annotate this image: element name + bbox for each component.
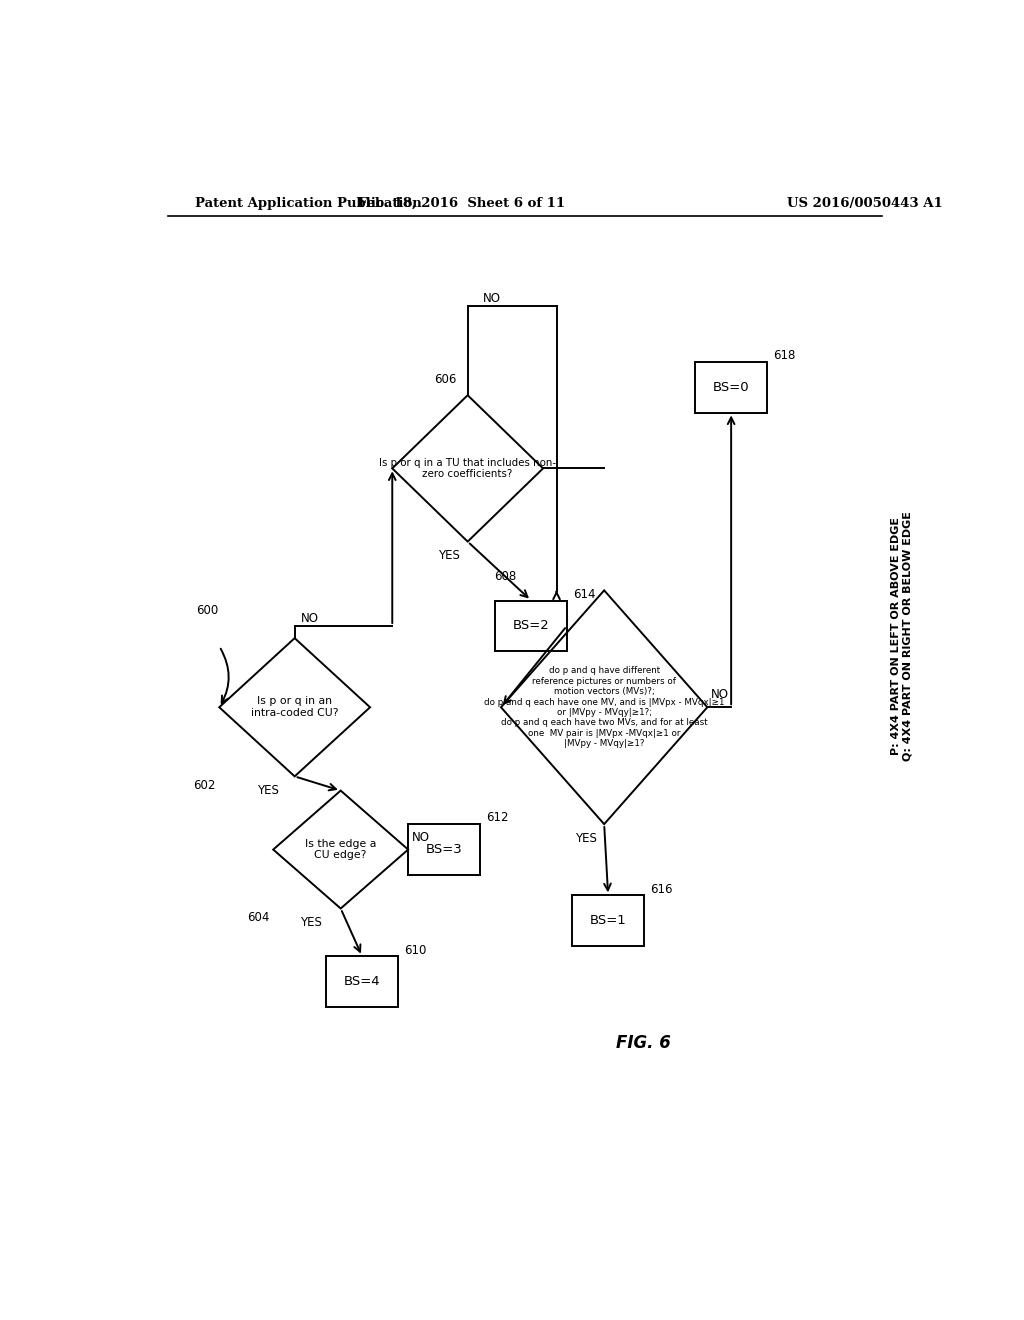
Text: Is p or q in a TU that includes non-
zero coefficients?: Is p or q in a TU that includes non- zer…: [379, 458, 556, 479]
Text: 602: 602: [193, 779, 215, 792]
Text: 618: 618: [773, 348, 796, 362]
Text: 608: 608: [495, 570, 516, 583]
Text: 614: 614: [573, 587, 596, 601]
Text: BS=2: BS=2: [513, 619, 550, 632]
Text: Feb. 18, 2016  Sheet 6 of 11: Feb. 18, 2016 Sheet 6 of 11: [357, 197, 565, 210]
Text: BS=0: BS=0: [713, 380, 750, 393]
Text: 604: 604: [247, 911, 269, 924]
Text: Is the edge a
CU edge?: Is the edge a CU edge?: [305, 838, 377, 861]
Text: FIG. 6: FIG. 6: [616, 1034, 672, 1052]
Text: YES: YES: [574, 832, 597, 845]
Text: 610: 610: [404, 944, 426, 957]
Text: YES: YES: [438, 549, 460, 562]
Text: BS=4: BS=4: [344, 975, 381, 989]
Text: 616: 616: [650, 883, 673, 896]
Text: NO: NO: [301, 611, 318, 624]
Text: US 2016/0050443 A1: US 2016/0050443 A1: [786, 197, 942, 210]
Text: 606: 606: [433, 374, 456, 387]
Text: BS=3: BS=3: [426, 843, 462, 857]
Text: 612: 612: [485, 812, 508, 825]
Text: NO: NO: [412, 830, 430, 843]
Text: NO: NO: [712, 689, 729, 701]
Text: 600: 600: [197, 605, 218, 618]
Text: P: 4X4 PART ON LEFT OR ABOVE EDGE
Q: 4X4 PART ON RIGHT OR BELOW EDGE: P: 4X4 PART ON LEFT OR ABOVE EDGE Q: 4X4…: [891, 511, 912, 762]
Text: BS=1: BS=1: [590, 915, 627, 927]
Text: NO: NO: [483, 292, 501, 305]
Bar: [695, 362, 767, 412]
Bar: [327, 956, 397, 1007]
Text: YES: YES: [257, 784, 279, 797]
Text: Is p or q in an
intra-coded CU?: Is p or q in an intra-coded CU?: [251, 697, 338, 718]
Bar: [572, 895, 644, 946]
Bar: [496, 601, 567, 651]
Bar: [409, 824, 479, 875]
Text: Patent Application Publication: Patent Application Publication: [196, 197, 422, 210]
Text: do p and q have different
reference pictures or numbers of
motion vectors (MVs)?: do p and q have different reference pict…: [484, 667, 724, 748]
Text: YES: YES: [300, 916, 323, 929]
